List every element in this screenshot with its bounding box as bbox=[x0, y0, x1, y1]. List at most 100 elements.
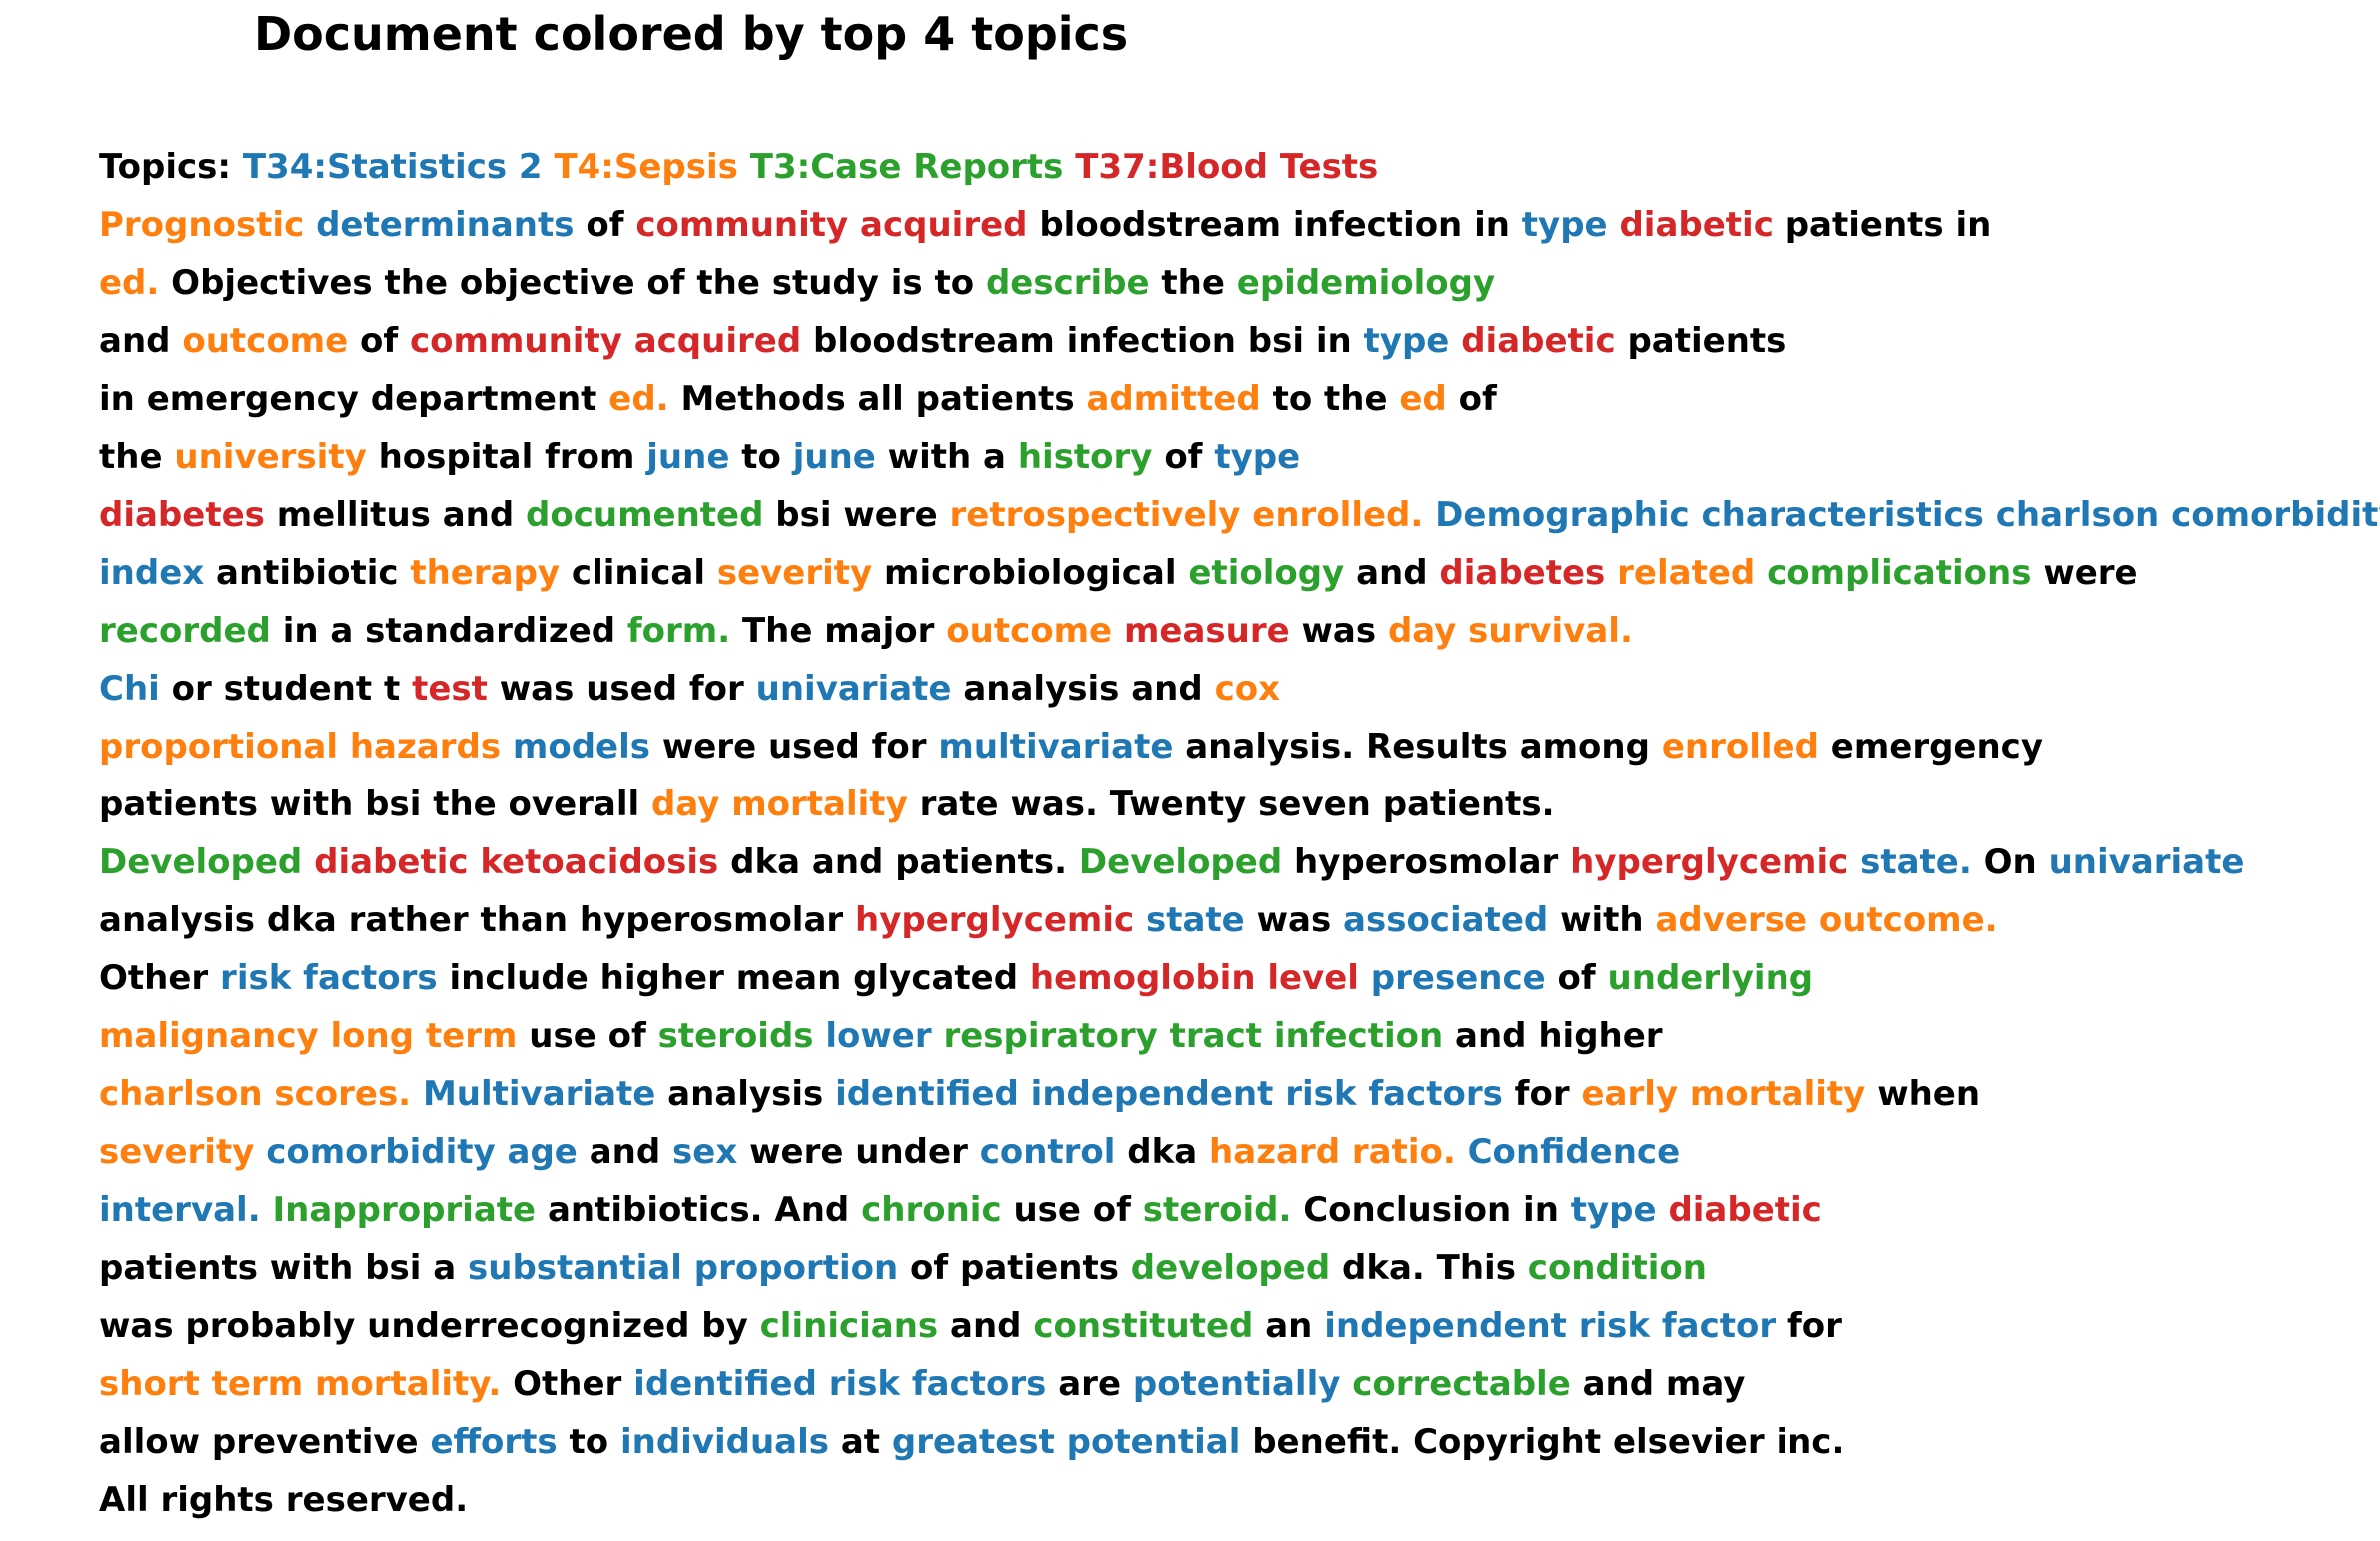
plain-word: clinical bbox=[571, 553, 705, 593]
topic-word-t37: hemoglobin level bbox=[1029, 958, 1359, 998]
topic-word-t37: test bbox=[412, 669, 488, 709]
topic-word-t4: day mortality bbox=[651, 784, 908, 824]
plain-word: Other bbox=[513, 1364, 622, 1404]
topic-word-t3: steroids bbox=[657, 1016, 814, 1056]
plain-word: hyperosmolar bbox=[1294, 842, 1559, 882]
plain-word: rate was. Twenty seven patients. bbox=[919, 784, 1555, 824]
topic-word-t34: substantial proportion bbox=[468, 1248, 899, 1288]
topic-word-t4: cox bbox=[1214, 669, 1281, 709]
topic-word-t3: correctable bbox=[1352, 1364, 1571, 1404]
topic-word-t37: diabetes bbox=[1439, 553, 1606, 593]
topic-word-t37: hyperglycemic bbox=[1570, 842, 1849, 882]
topic-word-t34: univariate bbox=[755, 669, 952, 709]
plain-word: the bbox=[1161, 263, 1225, 303]
plain-word: with a bbox=[887, 437, 1006, 477]
plain-word: of bbox=[1164, 437, 1203, 477]
topic-word-t34: potentially bbox=[1132, 1364, 1341, 1404]
document-line: Chi or student t test was used for univa… bbox=[99, 660, 2367, 718]
topic-word-t3: documented bbox=[526, 495, 764, 535]
topic-word-t3: form. bbox=[626, 611, 731, 651]
topic-word-t37: T37:Blood Tests bbox=[1075, 147, 1379, 187]
plain-word: to bbox=[569, 1422, 609, 1462]
plain-word: allow preventive bbox=[99, 1422, 419, 1462]
plain-word: of bbox=[360, 321, 399, 361]
plain-word: Topics: bbox=[99, 147, 232, 187]
document-line: patients with bsi the overall day mortal… bbox=[99, 775, 2367, 833]
plain-word: analysis dka rather than hyperosmolar bbox=[99, 900, 844, 940]
plain-word: analysis and bbox=[963, 669, 1203, 709]
plain-word: to the bbox=[1272, 379, 1388, 419]
plain-word: was bbox=[1301, 611, 1377, 651]
plain-word: bloodstream infection bsi in bbox=[813, 321, 1352, 361]
plain-word: to bbox=[741, 437, 781, 477]
topic-word-t3: steroid. bbox=[1142, 1190, 1292, 1230]
document-line: the university hospital from june to jun… bbox=[99, 428, 2367, 486]
topic-word-t34: individuals bbox=[619, 1422, 830, 1462]
plain-word: were under bbox=[749, 1132, 968, 1172]
topic-word-t4: short term mortality. bbox=[99, 1364, 502, 1404]
topic-word-t34: greatest potential bbox=[891, 1422, 1241, 1462]
topic-word-t37: diabetes bbox=[99, 495, 265, 535]
topic-word-t34: control bbox=[979, 1132, 1116, 1172]
plain-word: On bbox=[1983, 842, 2037, 882]
topic-word-t4: university bbox=[174, 437, 367, 477]
topic-word-t34: sex bbox=[672, 1132, 738, 1172]
document-line: All rights reserved. bbox=[99, 1471, 2367, 1529]
plain-word: hospital from bbox=[378, 437, 635, 477]
plain-word: use of bbox=[1013, 1190, 1131, 1230]
plain-word: and higher bbox=[1455, 1016, 1663, 1056]
topic-word-t34: comorbidity age bbox=[266, 1132, 578, 1172]
plain-word: were bbox=[2043, 553, 2138, 593]
topic-word-t4: outcome bbox=[946, 611, 1113, 651]
plain-word: Methods all patients bbox=[680, 379, 1075, 419]
document-line: allow preventive efforts to individuals … bbox=[99, 1413, 2367, 1471]
topic-word-t34: type bbox=[1214, 437, 1301, 477]
topic-word-t34: presence bbox=[1370, 958, 1546, 998]
plain-word: or student t bbox=[171, 669, 401, 709]
plain-word: of bbox=[586, 205, 624, 245]
document-line: patients with bsi a substantial proporti… bbox=[99, 1239, 2367, 1297]
topic-word-t4: malignancy long term bbox=[99, 1016, 518, 1056]
plain-word: in a standardized bbox=[282, 611, 616, 651]
topic-word-t3: Developed bbox=[1078, 842, 1283, 882]
topic-word-t3: condition bbox=[1527, 1248, 1707, 1288]
plain-word: and bbox=[950, 1306, 1022, 1346]
plain-word: bloodstream infection in bbox=[1039, 205, 1510, 245]
plain-word: patients bbox=[1627, 321, 1786, 361]
topic-word-t34: identified risk factors bbox=[633, 1364, 1047, 1404]
document-line: recorded in a standardized form. The maj… bbox=[99, 602, 2367, 660]
page-title: Document colored by top 4 topics bbox=[254, 7, 1129, 61]
topic-word-t3: complications bbox=[1767, 553, 2032, 593]
plain-word: Other bbox=[99, 958, 209, 998]
document-line: short term mortality. Other identified r… bbox=[99, 1355, 2367, 1413]
plain-word: an bbox=[1265, 1306, 1313, 1346]
topic-word-t3: Inappropriate bbox=[272, 1190, 537, 1230]
plain-word: at bbox=[840, 1422, 881, 1462]
topic-word-t4: related bbox=[1617, 553, 1756, 593]
plain-word: benefit. Copyright elsevier inc. bbox=[1252, 1422, 1845, 1462]
topic-word-t34: june bbox=[646, 437, 730, 477]
plain-word: All rights reserved. bbox=[99, 1480, 469, 1520]
document-line: was probably underrecognized by clinicia… bbox=[99, 1297, 2367, 1355]
plain-word: and may bbox=[1582, 1364, 1746, 1404]
plain-word: Conclusion in bbox=[1303, 1190, 1559, 1230]
plain-word: are bbox=[1058, 1364, 1122, 1404]
topic-word-t3: T3:Case Reports bbox=[749, 147, 1064, 187]
topic-word-t34: index bbox=[99, 553, 205, 593]
plain-word: patients in bbox=[1785, 205, 1992, 245]
plain-word: and bbox=[589, 1132, 661, 1172]
plain-word: mellitus and bbox=[276, 495, 515, 535]
topic-word-t34: Chi bbox=[99, 669, 160, 709]
topic-word-t34: models bbox=[512, 727, 650, 767]
plain-word: of bbox=[1458, 379, 1497, 419]
plain-word: dka. This bbox=[1342, 1248, 1516, 1288]
topic-word-t37: diabetic ketoacidosis bbox=[314, 842, 719, 882]
topic-word-t4: ed. bbox=[99, 263, 160, 303]
topic-word-t34: T34:Statistics 2 bbox=[242, 147, 543, 187]
plain-word: dka bbox=[1127, 1132, 1198, 1172]
topic-word-t34: risk factors bbox=[220, 958, 438, 998]
topic-word-t34: type bbox=[1363, 321, 1450, 361]
topic-word-t4: severity bbox=[99, 1132, 255, 1172]
topic-word-t4: ed. bbox=[608, 379, 669, 419]
topic-word-t4: admitted bbox=[1086, 379, 1261, 419]
